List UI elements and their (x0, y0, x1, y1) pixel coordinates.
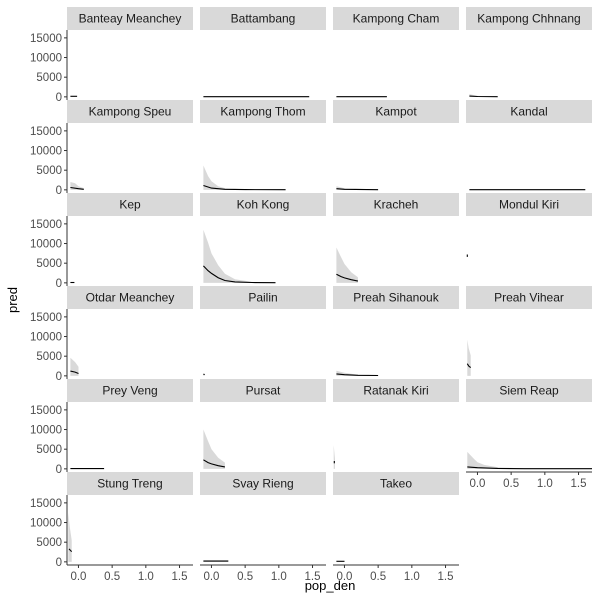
y-axis-title: pred (5, 287, 20, 313)
strip-label-otdar-meanchey: Otdar Meanchey (86, 291, 175, 305)
strip-label-pailin: Pailin (248, 291, 277, 305)
ribbon-kracheh (336, 248, 358, 283)
x-tick-label: 1.5 (172, 571, 188, 583)
ribbon-stung-treng (68, 513, 71, 562)
x-tick-label: 0.0 (70, 571, 86, 583)
line-kampong-chhnang (469, 96, 497, 97)
panel-pursat: Pursat (200, 379, 326, 469)
ribbon-pursat (203, 430, 225, 469)
y-tick-label: 15000 (30, 126, 62, 138)
strip-label-koh-kong: Koh Kong (237, 198, 290, 212)
y-tick-label: 5000 (36, 258, 62, 270)
x-tick-label: 0.5 (370, 571, 386, 583)
x-tick-label: 1.5 (438, 571, 454, 583)
y-tick-label: 5000 (36, 165, 62, 177)
panel-mondul-kiri: Mondul Kiri (466, 193, 592, 257)
y-tick-label: 5000 (36, 72, 62, 84)
panel-kampong-cham: Kampong Cham (333, 7, 459, 97)
y-tick-label: 10000 (30, 146, 62, 158)
x-tick-label: 0.5 (104, 571, 120, 583)
x-tick-label: 0.0 (203, 571, 219, 583)
y-tick-label: 10000 (30, 53, 62, 65)
y-tick-label: 10000 (30, 332, 62, 344)
panel-preah-vihear: Preah Vihear (466, 286, 592, 376)
panel-otdar-meanchey: Otdar Meanchey 0 5000 10000 15000 (30, 286, 193, 383)
panel-battambang: Battambang (200, 7, 326, 97)
strip-label-stung-treng: Stung Treng (97, 477, 162, 491)
strip-label-kracheh: Kracheh (374, 198, 419, 212)
strip-label-svay-rieng: Svay Rieng (232, 477, 293, 491)
ribbon-siem-reap (467, 452, 592, 469)
strip-label-kampong-thom: Kampong Thom (220, 105, 305, 119)
strip-label-kampong-speu: Kampong Speu (89, 105, 172, 119)
x-tick-label: 1.5 (571, 478, 587, 490)
y-tick-label: 5000 (36, 351, 62, 363)
strip-label-banteay-meanchey: Banteay Meanchey (79, 12, 182, 26)
y-tick-label: 15000 (30, 33, 62, 45)
panel-kampot: Kampot (333, 100, 459, 190)
y-tick-label: 15000 (30, 219, 62, 231)
y-tick-label: 0 (56, 371, 62, 383)
panel-kampong-speu: Kampong Speu 0 5000 10000 15000 (30, 100, 193, 197)
x-axis-title: pop_den (305, 578, 356, 593)
strip-label-kampot: Kampot (375, 105, 417, 119)
y-tick-label: 0 (56, 557, 62, 569)
panel-banteay-meanchey: Banteay Meanchey 0 5000 10000 15000 (30, 7, 193, 104)
strip-label-siem-reap: Siem Reap (499, 384, 559, 398)
y-tick-label: 0 (56, 278, 62, 290)
strip-label-kampong-cham: Kampong Cham (353, 12, 440, 26)
y-tick-label: 15000 (30, 405, 62, 417)
y-tick-label: 15000 (30, 498, 62, 510)
panel-kracheh: Kracheh (333, 193, 459, 283)
strip-label-kampong-chhnang: Kampong Chhnang (477, 12, 580, 26)
panel-ratanak-kiri: Ratanak Kiri (333, 379, 459, 469)
strip-label-mondul-kiri: Mondul Kiri (499, 198, 559, 212)
x-tick-label: 1.0 (537, 478, 553, 490)
panel-koh-kong: Koh Kong (200, 193, 326, 283)
strip-label-prey-veng: Prey Veng (102, 384, 157, 398)
panel-pailin: Pailin (200, 286, 326, 376)
x-tick-label: 0.5 (503, 478, 519, 490)
panel-kampong-chhnang: Kampong Chhnang (466, 7, 592, 97)
panel-stung-treng: Stung Treng 0 5000 10000 15000 0.0 0.5 1.0 1.5 (30, 472, 193, 583)
strip-label-takeo: Takeo (380, 477, 412, 491)
panel-siem-reap: Siem Reap 0.0 0.5 1.0 1.5 (466, 379, 592, 490)
y-tick-label: 0 (56, 464, 62, 476)
panel-kampong-thom: Kampong Thom (200, 100, 326, 190)
y-tick-label: 5000 (36, 537, 62, 549)
strip-label-ratanak-kiri: Ratanak Kiri (363, 384, 428, 398)
panel-prey-veng: Prey Veng 0 5000 10000 15000 (30, 379, 193, 476)
y-tick-label: 10000 (30, 239, 62, 251)
strip-label-kandal: Kandal (510, 105, 547, 119)
x-tick-label: 1.0 (404, 571, 420, 583)
y-tick-label: 0 (56, 92, 62, 104)
y-tick-label: 0 (56, 185, 62, 197)
strip-label-preah-vihear: Preah Vihear (494, 291, 564, 305)
strip-label-kep: Kep (119, 198, 141, 212)
ribbon-ratanak-kiri (334, 445, 335, 469)
y-tick-label: 5000 (36, 444, 62, 456)
strip-label-pursat: Pursat (246, 384, 281, 398)
y-tick-label: 15000 (30, 312, 62, 324)
x-tick-label: 0.0 (469, 478, 485, 490)
strip-label-preah-sihanouk: Preah Sihanouk (353, 291, 439, 305)
x-tick-label: 0.5 (237, 571, 253, 583)
ribbon-kampong-thom (203, 166, 285, 190)
panel-preah-sihanouk: Preah Sihanouk (333, 286, 459, 376)
panel-kep: Kep 0 5000 10000 15000 (30, 193, 193, 290)
x-tick-label: 1.0 (271, 571, 287, 583)
ribbon-preah-vihear (467, 340, 470, 376)
y-tick-label: 10000 (30, 518, 62, 530)
y-tick-label: 10000 (30, 425, 62, 437)
strip-label-battambang: Battambang (231, 12, 296, 26)
x-tick-label: 1.0 (138, 571, 154, 583)
panel-kandal: Kandal (466, 100, 592, 190)
